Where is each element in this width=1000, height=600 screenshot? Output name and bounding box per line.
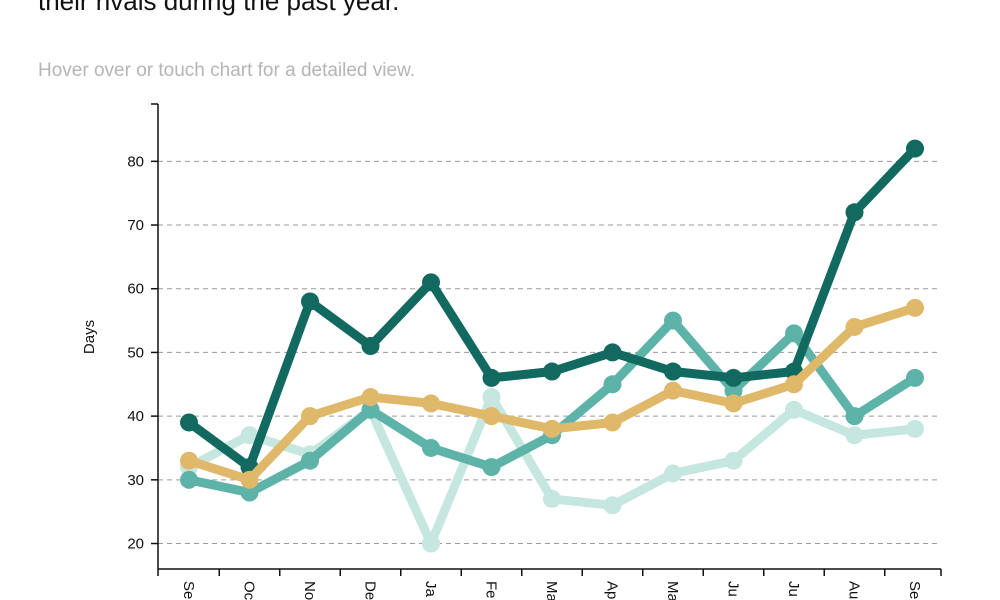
- data-point[interactable]: [603, 496, 622, 515]
- data-point[interactable]: [361, 400, 380, 419]
- data-point[interactable]: [785, 324, 803, 343]
- data-point[interactable]: [906, 368, 924, 387]
- data-point[interactable]: [482, 458, 501, 477]
- data-point[interactable]: [785, 375, 803, 394]
- chart-title: their rivals during the past year.: [38, 0, 400, 16]
- series-4[interactable]: [180, 298, 924, 489]
- y-tick-label: 50: [127, 344, 144, 361]
- data-point[interactable]: [180, 413, 198, 432]
- data-point[interactable]: [906, 139, 924, 158]
- series[interactable]: [180, 139, 924, 553]
- data-point[interactable]: [664, 464, 682, 483]
- data-point[interactable]: [906, 419, 924, 438]
- x-tick-label: Ja: [422, 581, 439, 598]
- x-ticks: Se Oc No De Ja Fe Ma Ap Ma Ju Ju Au Se: [157, 569, 942, 600]
- data-point[interactable]: [180, 451, 198, 470]
- data-point[interactable]: [906, 298, 924, 317]
- data-point[interactable]: [724, 368, 743, 387]
- x-tick-label: Ma: [543, 581, 560, 600]
- chart-subtitle: Hover over or touch chart for a detailed…: [38, 60, 416, 81]
- data-point[interactable]: [603, 413, 622, 432]
- y-tick-label: 20: [127, 536, 144, 553]
- x-tick-label: Ju: [785, 581, 802, 597]
- x-tick-label: Se: [906, 581, 923, 599]
- data-point[interactable]: [361, 337, 380, 356]
- data-point[interactable]: [422, 394, 440, 413]
- data-point[interactable]: [422, 273, 440, 292]
- x-tick-label: Ap: [604, 581, 621, 599]
- data-point[interactable]: [482, 388, 501, 407]
- data-point[interactable]: [724, 381, 743, 400]
- series-1[interactable]: [180, 139, 924, 477]
- data-point[interactable]: [422, 438, 440, 457]
- data-point[interactable]: [845, 203, 864, 222]
- y-tick-label: 30: [127, 472, 144, 489]
- x-tick-label: Fe: [483, 581, 500, 599]
- data-point[interactable]: [664, 381, 682, 400]
- data-point[interactable]: [543, 419, 561, 438]
- data-point[interactable]: [724, 451, 743, 470]
- x-tick-label: Ju: [725, 581, 742, 597]
- data-point[interactable]: [845, 317, 864, 336]
- data-point[interactable]: [240, 483, 259, 502]
- x-tick-label: Oc: [241, 581, 258, 600]
- data-point[interactable]: [422, 534, 440, 553]
- x-tick-label: De: [362, 581, 379, 600]
- x-tick-label: Ma: [664, 581, 681, 600]
- y-ticks: 20 30 40 50 60 70 80: [127, 153, 158, 553]
- data-point[interactable]: [845, 407, 864, 426]
- data-point[interactable]: [664, 362, 682, 381]
- y-tick-label: 70: [127, 217, 144, 234]
- data-point[interactable]: [845, 426, 864, 445]
- data-point[interactable]: [482, 407, 501, 426]
- x-tick-label: No: [301, 581, 318, 600]
- data-point[interactable]: [603, 375, 622, 394]
- data-point[interactable]: [664, 311, 682, 330]
- data-point[interactable]: [301, 292, 319, 311]
- data-point[interactable]: [785, 400, 803, 419]
- data-point[interactable]: [482, 368, 501, 387]
- data-point[interactable]: [543, 489, 561, 508]
- y-tick-label: 40: [127, 408, 144, 425]
- data-point[interactable]: [240, 470, 259, 489]
- data-point[interactable]: [240, 426, 259, 445]
- axes: [151, 103, 941, 570]
- data-point[interactable]: [180, 470, 198, 489]
- data-point[interactable]: [603, 343, 622, 362]
- data-point[interactable]: [543, 362, 561, 381]
- data-point[interactable]: [301, 451, 319, 470]
- data-point[interactable]: [724, 394, 743, 413]
- x-tick-label: Se: [180, 581, 197, 599]
- y-tick-label: 60: [127, 281, 144, 298]
- y-axis-label: Days: [81, 320, 98, 354]
- data-point[interactable]: [301, 407, 319, 426]
- data-point[interactable]: [361, 388, 380, 407]
- x-tick-label: Au: [846, 581, 863, 599]
- y-tick-label: 80: [127, 153, 144, 170]
